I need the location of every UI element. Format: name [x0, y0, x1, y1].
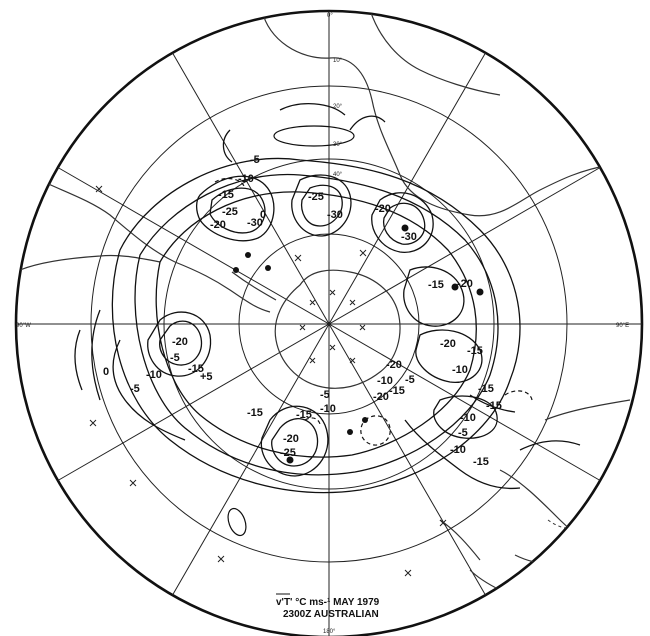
contour-label: -10 — [238, 173, 254, 185]
contour-label: -15 — [486, 400, 502, 412]
contour-lines — [74, 103, 581, 494]
latitude-label-20: 20° — [333, 104, 343, 110]
contour-label: 0 — [103, 366, 109, 378]
africa-coast — [261, 11, 611, 217]
contour-label: -25 — [308, 191, 324, 203]
contour-label: -5 — [320, 389, 330, 401]
contour-label: -5 — [250, 154, 260, 166]
contour-label: -15 — [473, 456, 489, 468]
contour-label: -5 — [458, 427, 468, 439]
contour-label: -10 — [452, 364, 468, 376]
contour-label: -10 — [377, 375, 393, 387]
contour-label: -5 — [130, 383, 140, 395]
contour-label: -10 — [146, 369, 162, 381]
contour-label: -20 — [440, 338, 456, 350]
south-america-coast — [39, 179, 271, 313]
map-caption: v'T' °C ms-¹ MAY 1979 2300Z AUSTRALIAN — [276, 593, 380, 620]
caption-line-2: 2300Z AUSTRALIAN — [283, 609, 379, 620]
contour-label: -20 — [283, 433, 299, 445]
contour-label: +5 — [200, 371, 213, 383]
contour-label: -15 — [188, 363, 204, 375]
contour-label: -30 — [247, 217, 263, 229]
latitude-label-40: 40° — [333, 172, 343, 178]
contour-label: -30 — [327, 209, 343, 221]
contour-label: -20 — [210, 219, 226, 231]
africa-coast-east — [369, 11, 501, 96]
contour-label: -10 — [460, 412, 476, 424]
contour-label: -10 — [320, 403, 336, 415]
longitude-label-right: 90°E — [616, 323, 629, 329]
contour-label: -5 — [405, 374, 415, 386]
contour-label: 0 — [260, 209, 266, 221]
australia-islands — [514, 554, 583, 578]
contour-label: -20 — [457, 278, 473, 290]
caption-line-1: v'T' °C ms-¹ MAY 1979 — [276, 597, 380, 608]
contour-label: -20 — [386, 359, 402, 371]
meridian-lines — [16, 11, 642, 636]
latitude-label-10: 10° — [333, 58, 343, 64]
dashed-contours — [214, 177, 533, 446]
coastlines — [19, 11, 631, 591]
station-dots — [233, 224, 484, 464]
contour-label: -25 — [222, 206, 238, 218]
contour-label: -15 — [296, 409, 312, 421]
contour-label: -30 — [401, 231, 417, 243]
contour-label: -20 — [172, 336, 188, 348]
contour-label: -15 — [247, 407, 263, 419]
contour-label: -20 — [375, 203, 391, 215]
contour-label: -10 — [450, 444, 466, 456]
contour-label: -15 — [478, 383, 494, 395]
contour-label: -20 — [373, 391, 389, 403]
tasmania-outline — [547, 519, 577, 529]
south-america-west — [19, 254, 161, 271]
contour-label: -15 — [428, 279, 444, 291]
contour-label: -15 — [389, 385, 405, 397]
longitude-label-left: 90°W — [16, 323, 31, 329]
contour-label: -15 — [218, 189, 234, 201]
longitude-label-bottom: 180° — [323, 629, 336, 635]
contour-label: -5 — [170, 352, 180, 364]
small-contour-blobs — [227, 125, 355, 537]
new-zealand-coast — [439, 519, 501, 591]
latitude-label-30: 30° — [333, 142, 343, 148]
australia-coast — [499, 399, 631, 547]
contour-value-labels: -5 -10 -15 -25 -30 -20 -25 -30 -20 -30 -… — [103, 154, 502, 468]
contour-label: -15 — [467, 345, 483, 357]
antarctic-peninsula — [231, 271, 277, 301]
antarctica-coast — [274, 269, 401, 389]
contour-label: -25 — [280, 447, 296, 459]
station-markers — [89, 64, 617, 577]
longitude-label-top: 0° — [327, 13, 333, 19]
